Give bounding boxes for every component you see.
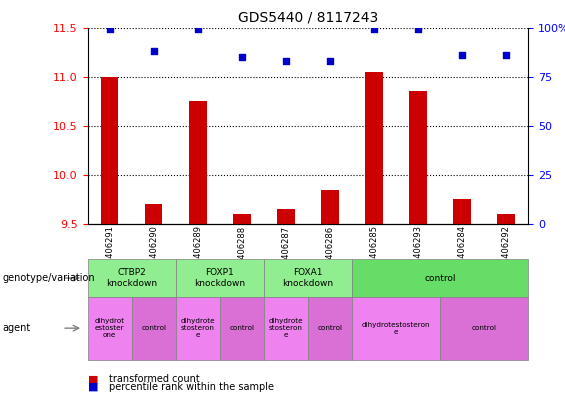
- Text: FOXP1
knockdown: FOXP1 knockdown: [194, 268, 245, 288]
- Point: [502, 52, 511, 58]
- Text: ■: ■: [88, 374, 98, 384]
- Text: transformed count: transformed count: [109, 374, 200, 384]
- Point: [105, 26, 114, 33]
- Text: CTBP2
knockdown: CTBP2 knockdown: [106, 268, 157, 288]
- Bar: [145, 204, 163, 224]
- Text: control: control: [424, 274, 456, 283]
- Text: dihydrote
stosteron
e: dihydrote stosteron e: [180, 318, 215, 338]
- Bar: [321, 190, 339, 224]
- Text: genotype/variation: genotype/variation: [3, 273, 95, 283]
- Text: control: control: [141, 325, 166, 331]
- Text: ■: ■: [88, 382, 98, 392]
- Point: [414, 26, 423, 33]
- Point: [281, 58, 290, 64]
- Text: control: control: [472, 325, 497, 331]
- Text: dihydrotestosteron
e: dihydrotestosteron e: [362, 321, 431, 335]
- Text: control: control: [229, 325, 254, 331]
- Text: percentile rank within the sample: percentile rank within the sample: [109, 382, 274, 392]
- Point: [325, 58, 334, 64]
- Point: [458, 52, 467, 58]
- Bar: [453, 199, 471, 224]
- Bar: [277, 209, 295, 224]
- Text: FOXA1
knockdown: FOXA1 knockdown: [282, 268, 333, 288]
- Text: agent: agent: [3, 323, 31, 333]
- Bar: [497, 214, 515, 224]
- Point: [237, 54, 246, 60]
- Title: GDS5440 / 8117243: GDS5440 / 8117243: [238, 11, 378, 25]
- Text: dihydrote
stosteron
e: dihydrote stosteron e: [268, 318, 303, 338]
- Bar: [233, 214, 251, 224]
- Text: control: control: [318, 325, 342, 331]
- Bar: [409, 92, 427, 224]
- Text: dihydrot
estoster
one: dihydrot estoster one: [94, 318, 125, 338]
- Bar: [189, 101, 207, 224]
- Bar: [365, 72, 383, 224]
- Bar: [101, 77, 119, 224]
- Point: [193, 26, 202, 33]
- Point: [370, 26, 379, 33]
- Point: [149, 48, 158, 54]
